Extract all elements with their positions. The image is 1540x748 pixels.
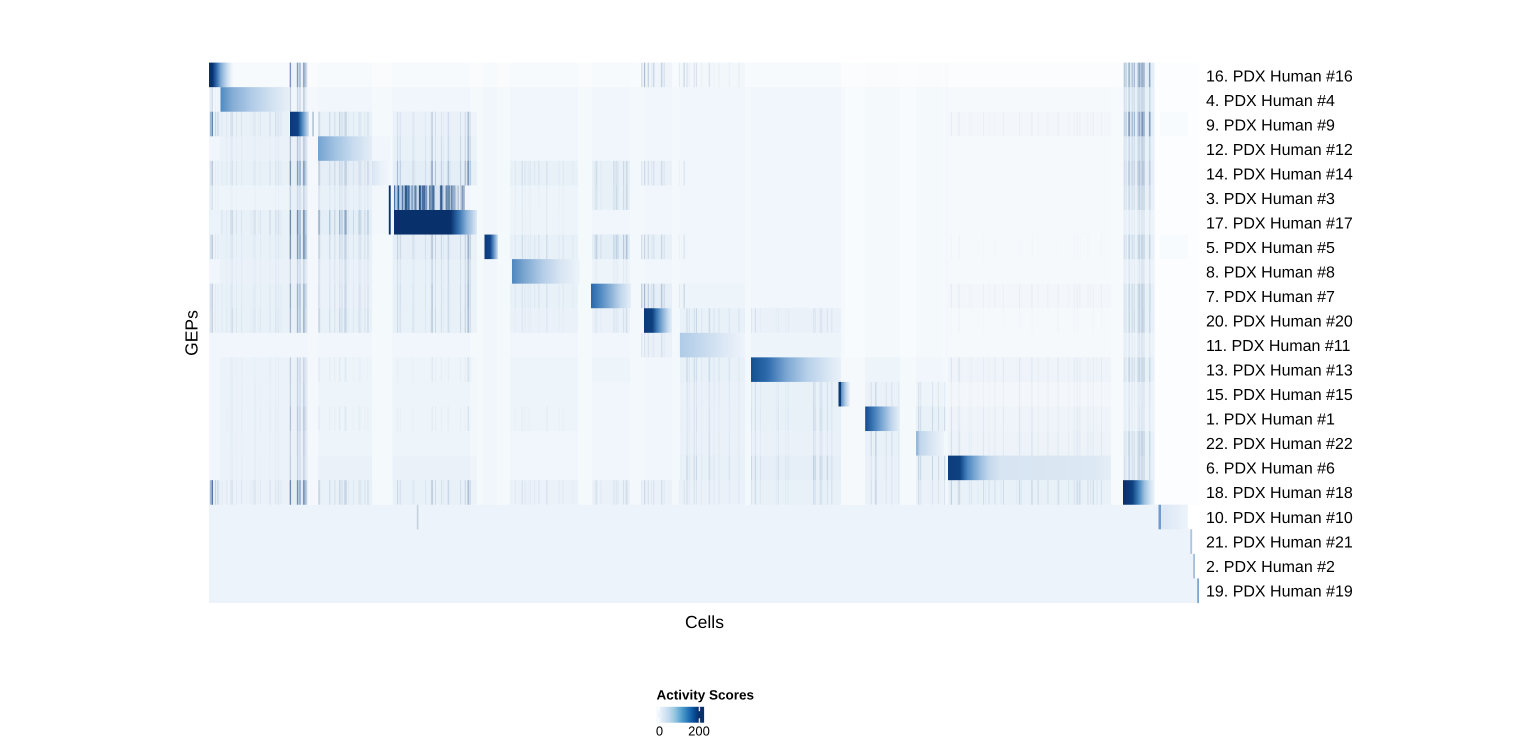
svg-text:13. PDX Human #13: 13. PDX Human #13 (1206, 363, 1353, 380)
svg-text:0: 0 (656, 724, 663, 739)
svg-text:11. PDX Human #11: 11. PDX Human #11 (1206, 338, 1350, 355)
svg-text:12. PDX Human #12: 12. PDX Human #12 (1206, 142, 1353, 159)
svg-text:Activity Scores: Activity Scores (657, 688, 755, 703)
svg-text:14. PDX Human #14: 14. PDX Human #14 (1206, 166, 1353, 183)
svg-text:18. PDX Human #18: 18. PDX Human #18 (1206, 485, 1353, 502)
svg-text:2. PDX Human #2: 2. PDX Human #2 (1206, 559, 1335, 576)
svg-text:8. PDX Human #8: 8. PDX Human #8 (1206, 265, 1335, 282)
svg-text:19. PDX Human #19: 19. PDX Human #19 (1206, 583, 1353, 600)
svg-text:1. PDX Human #1: 1. PDX Human #1 (1206, 412, 1335, 429)
svg-text:6. PDX Human #6: 6. PDX Human #6 (1206, 461, 1335, 478)
svg-text:Cells: Cells (685, 612, 724, 632)
svg-text:16. PDX Human #16: 16. PDX Human #16 (1206, 68, 1353, 85)
svg-text:3. PDX Human #3: 3. PDX Human #3 (1206, 191, 1335, 208)
svg-text:7. PDX Human #7: 7. PDX Human #7 (1206, 289, 1335, 306)
svg-text:10. PDX Human #10: 10. PDX Human #10 (1206, 510, 1353, 527)
svg-text:22. PDX Human #22: 22. PDX Human #22 (1206, 436, 1353, 453)
svg-text:21. PDX Human #21: 21. PDX Human #21 (1206, 534, 1353, 551)
svg-text:9. PDX Human #9: 9. PDX Human #9 (1206, 117, 1335, 134)
svg-text:15. PDX Human #15: 15. PDX Human #15 (1206, 387, 1353, 404)
svg-text:5. PDX Human #5: 5. PDX Human #5 (1206, 240, 1335, 257)
svg-text:200: 200 (688, 724, 710, 739)
svg-text:20. PDX Human #20: 20. PDX Human #20 (1206, 314, 1353, 331)
svg-text:GEPs: GEPs (182, 310, 202, 356)
svg-text:17. PDX Human #17: 17. PDX Human #17 (1206, 216, 1353, 233)
svg-text:4. PDX Human #4: 4. PDX Human #4 (1206, 93, 1335, 110)
